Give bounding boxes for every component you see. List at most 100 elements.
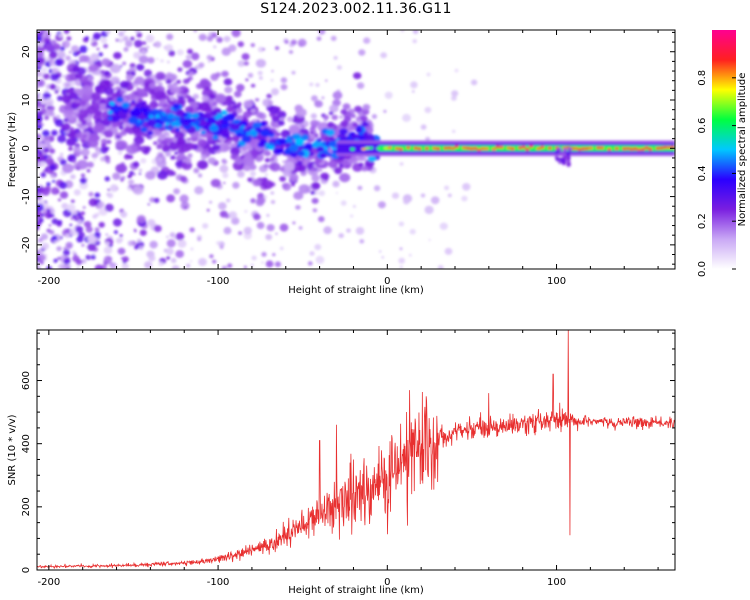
heatmap-cell [38, 200, 41, 203]
heatmap-cell [557, 147, 562, 152]
heatmap-cell [368, 146, 374, 150]
heatmap-cell [140, 126, 148, 133]
heatmap-cell [66, 36, 72, 41]
heatmap-cell [49, 51, 58, 59]
heatmap-cell [49, 137, 54, 142]
heatmap-cell [105, 159, 111, 164]
heatmap-cell [209, 93, 217, 100]
heatmap-cell [269, 131, 275, 136]
heatmap-cell [223, 182, 226, 184]
heatmap-cell [86, 169, 91, 173]
heatmap-cell [377, 201, 386, 209]
heatmap-cell [128, 179, 135, 185]
heatmap-cell [328, 140, 337, 147]
heatmap-cell [265, 143, 270, 147]
heatmap-cell [208, 60, 211, 63]
heatmap-cell [409, 254, 412, 257]
heatmap-cell [94, 212, 100, 217]
heatmap-cell [115, 237, 123, 244]
heatmap-cell [315, 255, 325, 264]
heatmap-cell [91, 152, 98, 159]
heatmap-cell [233, 119, 240, 125]
plot-frame [36, 29, 676, 270]
heatmap-cell [205, 122, 213, 127]
heatmap-cell [37, 225, 40, 231]
heatmap-cell [144, 146, 152, 152]
heatmap-cell [577, 148, 582, 151]
heatmap-cell [37, 49, 43, 58]
heatmap-cell [76, 159, 89, 170]
heatmap-cell [71, 250, 76, 255]
heatmap-cell [210, 110, 218, 117]
heatmap-cell [167, 60, 170, 64]
heatmap-cell [202, 223, 209, 229]
heatmap-cell [310, 113, 317, 119]
heatmap-cell [358, 49, 366, 56]
heatmap-cell [126, 144, 138, 155]
heatmap-cell [266, 214, 270, 217]
heatmap-cell [103, 43, 109, 49]
heatmap-cell [473, 146, 478, 150]
heatmap-cell [94, 146, 101, 152]
heatmap-cell [387, 146, 392, 150]
heatmap-cell [384, 91, 393, 100]
heatmap-cell [282, 169, 292, 177]
heatmap-cell [45, 43, 55, 52]
colorbar-label: Normalized spectral amplitude [737, 73, 748, 227]
heatmap-cell [149, 100, 159, 109]
heatmap-cell [325, 79, 328, 82]
heatmap-cell [170, 257, 177, 264]
heatmap-cell [290, 39, 297, 46]
heatmap-cell [140, 101, 145, 105]
heatmap-cell [252, 179, 261, 187]
heatmap-cell [38, 237, 44, 243]
heatmap-cell [209, 200, 213, 204]
heatmap-cell [94, 227, 100, 232]
heatmap-cell [116, 135, 121, 139]
heatmap-cell [170, 121, 178, 127]
heatmap-cell [221, 110, 228, 116]
heatmap-cell [41, 67, 48, 73]
heatmap-cell [44, 200, 48, 203]
heatmap-cell [402, 113, 411, 122]
heatmap-cell [84, 221, 92, 228]
heatmap-cell [166, 239, 176, 248]
heatmap-cell [255, 98, 260, 102]
heatmap-cell [73, 189, 81, 196]
heatmap-cell [236, 114, 244, 121]
snr-panel: -200 -100 0 100 0 200 400 600 Height of straight… [7, 329, 676, 596]
y-axis-title: Frequency (Hz) [7, 112, 18, 188]
heatmap-cell [154, 41, 162, 48]
heatmap-cell [244, 210, 248, 213]
heatmap-cell [138, 168, 143, 172]
heatmap-cell [223, 35, 231, 43]
heatmap-cell [173, 236, 177, 240]
heatmap-cell [230, 146, 241, 156]
heatmap-cell [85, 226, 93, 233]
heatmap-cell [59, 191, 69, 199]
heatmap-cell [222, 159, 228, 165]
heatmap-cell [61, 202, 69, 210]
heatmap-cell [105, 104, 112, 109]
heatmap-cell [103, 255, 113, 264]
heatmap-cell [260, 129, 271, 137]
heatmap-cell [76, 236, 84, 243]
heatmap-cell [125, 40, 133, 48]
heatmap-cell [118, 125, 124, 130]
heatmap-cell [177, 67, 183, 72]
heatmap-cell [424, 205, 434, 215]
heatmap-cell [232, 181, 240, 189]
heatmap-cell [300, 124, 306, 129]
heatmap-cell [323, 114, 329, 120]
heatmap-cell [218, 202, 227, 210]
heatmap-cell [243, 226, 252, 235]
heatmap-cell [139, 229, 147, 236]
heatmap-cell [88, 63, 99, 72]
heatmap-cell [564, 155, 569, 160]
heatmap-cell [147, 119, 157, 127]
heatmap-cell [138, 245, 144, 250]
heatmap-cell [122, 260, 127, 264]
heatmap-cell [147, 203, 150, 206]
heatmap-cell [231, 30, 241, 38]
